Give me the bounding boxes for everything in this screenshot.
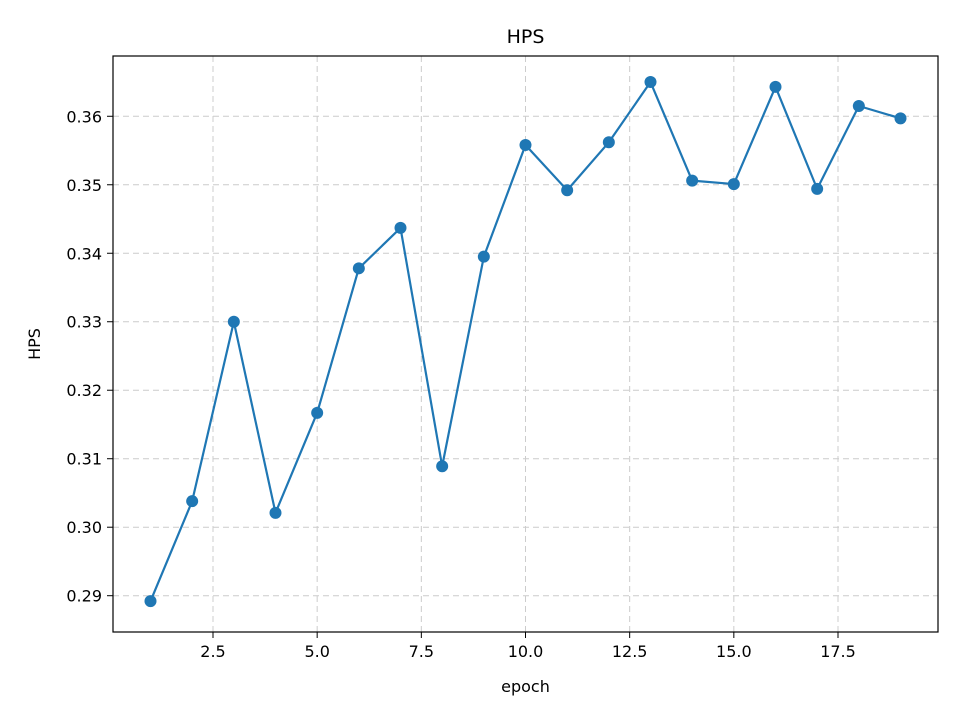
x-tick-label: 12.5 xyxy=(612,642,648,661)
data-point xyxy=(727,178,740,191)
x-tick-label: 17.5 xyxy=(820,642,856,661)
y-tick-label: 0.30 xyxy=(66,518,102,537)
data-point xyxy=(144,595,157,608)
x-tick-label: 7.5 xyxy=(409,642,434,661)
x-tick-label: 15.0 xyxy=(716,642,752,661)
data-point xyxy=(686,174,699,187)
data-point xyxy=(311,406,324,419)
data-point xyxy=(894,112,907,125)
y-tick-label: 0.29 xyxy=(66,587,102,606)
series-layer xyxy=(144,76,907,608)
data-point xyxy=(561,184,574,197)
plot-area-frame xyxy=(112,55,939,633)
x-tick-label: 2.5 xyxy=(200,642,225,661)
y-tick-label: 0.32 xyxy=(66,381,102,400)
x-tick-label: 5.0 xyxy=(304,642,329,661)
data-point xyxy=(519,139,532,152)
data-point xyxy=(352,262,365,275)
y-tick-label: 0.33 xyxy=(66,313,102,332)
axis-ticks: 2.5 5.0 7.5 10.0 12.5 15.0 17.5 0.29 0.30 0.31 0.3… xyxy=(66,107,855,661)
chart-title: HPS xyxy=(507,26,545,48)
grid-lines xyxy=(113,56,938,632)
data-point xyxy=(644,76,657,89)
data-point xyxy=(269,506,282,519)
data-point xyxy=(186,495,199,508)
y-tick-label: 0.31 xyxy=(66,450,102,469)
data-point xyxy=(811,182,824,195)
y-axis-title: HPS xyxy=(25,328,44,360)
data-point xyxy=(436,460,449,473)
data-point xyxy=(477,250,490,263)
y-tick-label: 0.35 xyxy=(66,176,102,195)
x-axis-title: epoch xyxy=(501,677,550,696)
x-tick-label: 10.0 xyxy=(508,642,544,661)
data-point xyxy=(852,99,865,112)
data-point xyxy=(394,221,407,234)
y-tick-label: 0.34 xyxy=(66,244,102,263)
y-tick-label: 0.36 xyxy=(66,107,102,126)
data-point xyxy=(227,315,240,328)
data-point xyxy=(769,80,782,93)
data-point xyxy=(602,136,615,149)
